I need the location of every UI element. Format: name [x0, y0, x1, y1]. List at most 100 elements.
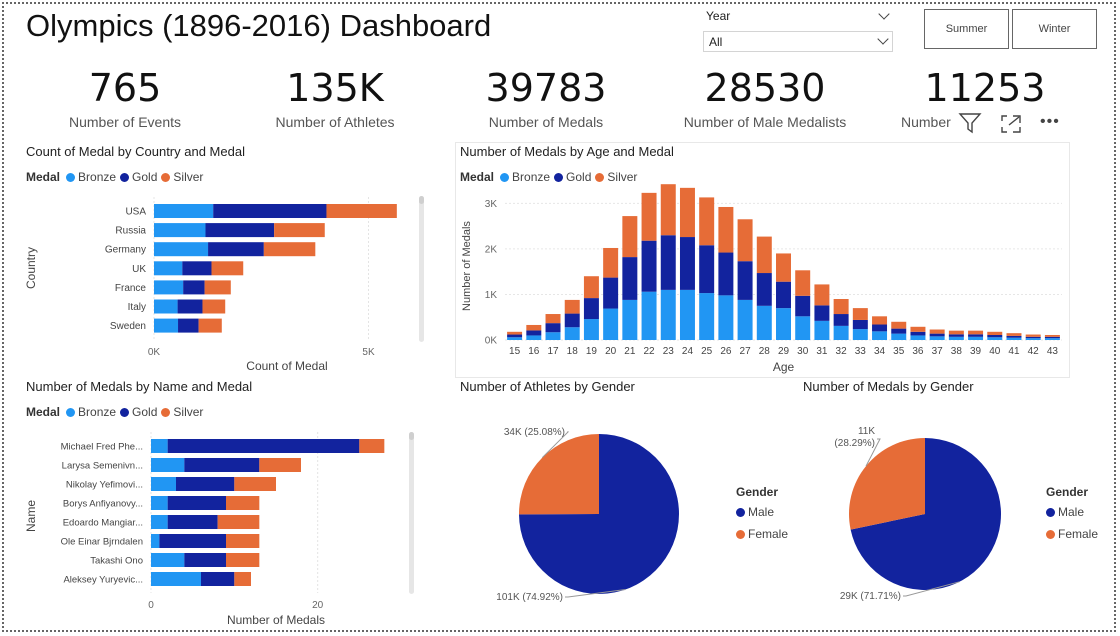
bar-segment-gold: [167, 496, 226, 510]
bar-segment-bronze: [641, 291, 657, 340]
bar-segment-gold: [526, 330, 542, 336]
category-label: Michael Fred Phe...: [61, 442, 143, 453]
bar-segment-bronze: [756, 305, 772, 340]
y-axis-title: Country: [24, 247, 38, 289]
legend-label: Gold: [132, 405, 158, 419]
legend-title: Gender: [736, 485, 779, 499]
bar-segment-silver: [948, 330, 964, 335]
x-tick-label: 27: [740, 346, 752, 357]
legend-label: Male: [748, 505, 775, 519]
data-label: 34K (25.08%): [504, 427, 565, 438]
bar-segment-bronze: [1044, 338, 1060, 340]
bar-segment-silver: [718, 206, 734, 253]
bar-segment-bronze: [154, 318, 179, 333]
scrollbar-thumb[interactable]: [419, 196, 424, 204]
bar-segment-gold: [699, 245, 715, 294]
bar-segment-silver: [987, 331, 1003, 335]
bar-segment-silver: [737, 219, 753, 262]
bar-segment-silver: [699, 197, 715, 246]
gold-dot-icon: [120, 172, 130, 182]
legend-item-silver[interactable]: Silver: [595, 170, 637, 184]
legend-label: Bronze: [78, 170, 117, 184]
scrollbar-thumb[interactable]: [409, 432, 414, 440]
bar-segment-silver: [234, 572, 251, 586]
legend-item-gold[interactable]: Gold: [554, 170, 591, 184]
focus-mode-icon[interactable]: [1000, 114, 1022, 134]
legend-label: Silver: [173, 405, 204, 419]
male-dot-icon: [1046, 507, 1055, 517]
bar-segment-silver: [226, 553, 260, 567]
summer-button[interactable]: Summer: [924, 9, 1009, 49]
winter-button[interactable]: Winter: [1012, 9, 1097, 49]
kpi-card-events: 765 Number of Events: [15, 68, 235, 130]
data-label-line: (28.29%): [834, 438, 875, 449]
bar-segment-bronze: [699, 293, 715, 340]
bar-segment-bronze: [154, 299, 178, 314]
legend-item-gold[interactable]: Gold: [120, 170, 157, 184]
legend-item-silver[interactable]: Silver: [161, 405, 203, 419]
year-dropdown[interactable]: All: [703, 31, 893, 52]
bar-segment-gold: [213, 204, 327, 218]
bar-segment-bronze: [910, 335, 926, 340]
legend-item-male[interactable]: Male: [736, 505, 788, 519]
x-tick-label: 37: [932, 346, 944, 357]
bar-segment-bronze: [603, 308, 619, 340]
bar-segment-silver: [852, 308, 868, 320]
filter-icon[interactable]: [958, 112, 982, 134]
x-tick-label: 30: [797, 346, 809, 357]
more-options-icon[interactable]: •••: [1040, 113, 1060, 130]
name-chart-scrollbar[interactable]: [409, 432, 414, 594]
legend-label: Female: [748, 527, 789, 541]
bar-segment-gold: [718, 252, 734, 296]
medals-gender-pie: 29K (71.71%) 11K (28.29%): [834, 426, 1001, 602]
age-chart-title: Number of Medals by Age and Medal: [460, 144, 674, 159]
category-label: Borys Anfiyanovy...: [63, 499, 143, 510]
gold-dot-icon: [120, 407, 130, 417]
year-slicer-label: Year: [706, 9, 731, 23]
category-label: USA: [125, 207, 146, 218]
female-dot-icon: [1046, 529, 1055, 539]
athletes-gender-legend: Gender Male Female: [736, 485, 788, 549]
legend-item-silver[interactable]: Silver: [161, 170, 203, 184]
legend-item-bronze[interactable]: Bronze: [500, 170, 550, 184]
bar-segment-gold: [776, 281, 791, 309]
bar-segment-gold: [545, 323, 561, 333]
y-tick-label: 1K: [485, 290, 498, 301]
bar-segment-silver: [814, 284, 830, 306]
bar-segment-bronze: [154, 261, 183, 276]
bar-segment-gold: [159, 534, 226, 548]
legend-item-bronze[interactable]: Bronze: [66, 170, 116, 184]
legend-item-female[interactable]: Female: [1046, 527, 1098, 541]
bar-segment-gold: [507, 334, 523, 338]
bar-segment-silver: [217, 515, 260, 529]
legend-label: Bronze: [78, 405, 117, 419]
bar-segment-gold: [178, 318, 199, 333]
legend-label: Female: [1058, 527, 1099, 541]
legend-label: Bronze: [512, 170, 551, 184]
bar-segment-silver: [756, 236, 772, 274]
legend-item-male[interactable]: Male: [1046, 505, 1098, 519]
bar-segment-silver: [929, 329, 945, 334]
bar-segment-silver: [872, 316, 888, 325]
x-tick-label: 36: [912, 346, 924, 357]
bar-segment-gold: [622, 257, 638, 300]
x-tick-label: 26: [720, 346, 732, 357]
legend-item-gold[interactable]: Gold: [120, 405, 157, 419]
bar-segment-bronze: [660, 289, 676, 340]
bar-segment-bronze: [795, 316, 811, 340]
bar-segment-bronze: [1025, 338, 1041, 340]
country-chart-scrollbar[interactable]: [419, 196, 424, 342]
silver-dot-icon: [161, 407, 171, 417]
x-axis-title: Count of Medal: [246, 359, 327, 373]
bar-segment-bronze: [151, 553, 185, 567]
x-tick-label: 15: [509, 346, 521, 357]
legend-item-bronze[interactable]: Bronze: [66, 405, 116, 419]
bar-segment-bronze: [154, 242, 209, 257]
pie-slice-female: [849, 438, 925, 530]
data-label-leader: [865, 438, 881, 467]
x-tick-label: 23: [663, 346, 675, 357]
legend-item-female[interactable]: Female: [736, 527, 788, 541]
x-tick-label: 40: [989, 346, 1001, 357]
legend-label: Gold: [566, 170, 592, 184]
bar-segment-bronze: [891, 333, 907, 340]
